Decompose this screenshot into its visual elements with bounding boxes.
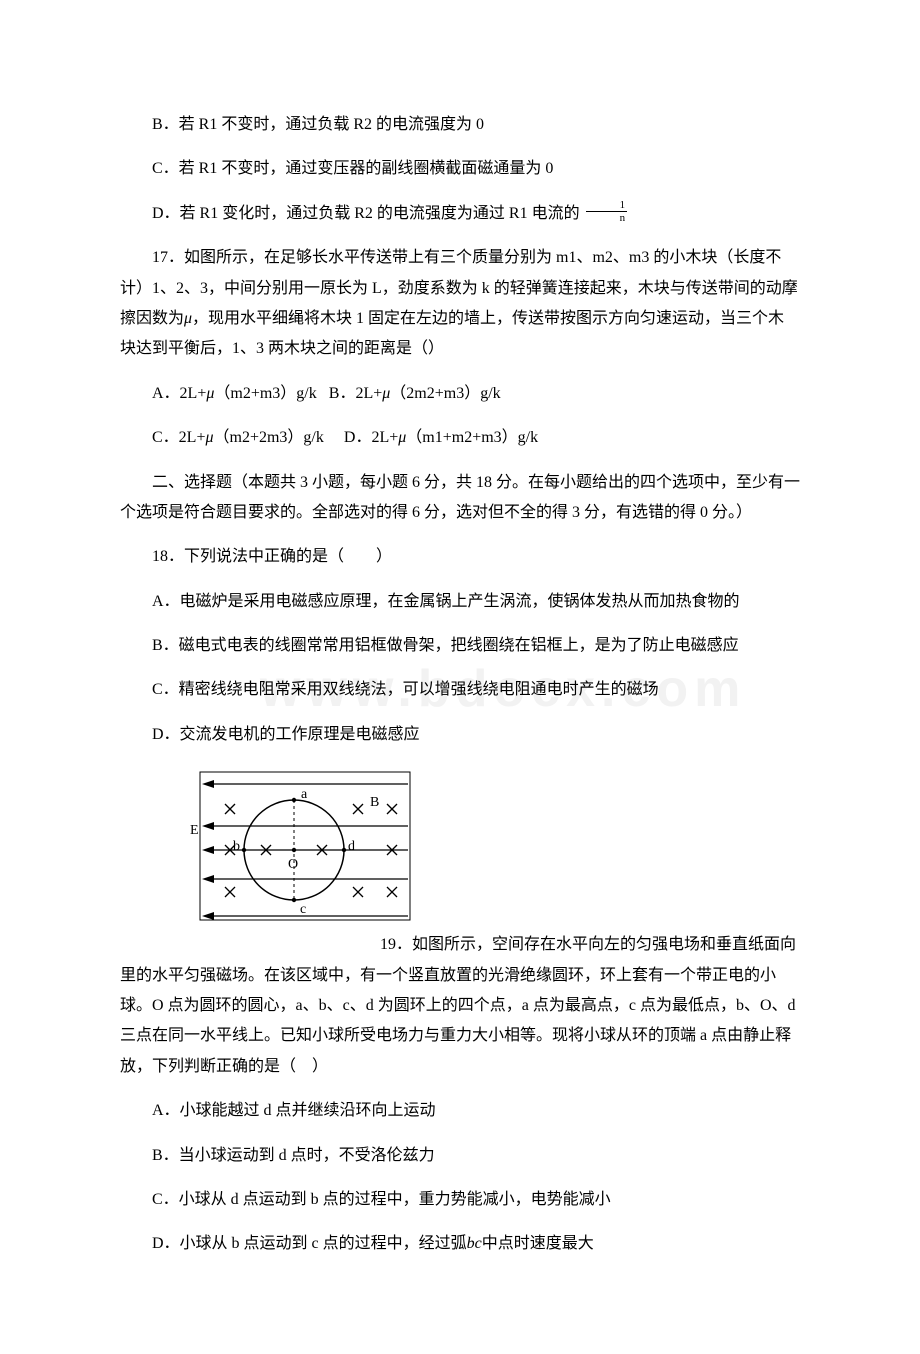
q18-option-c: C．精密线绕电阻常采用双线绕法，可以增强线绕电阻通电时产生的磁场	[120, 675, 800, 705]
section2-header: 二、选择题（本题共 3 小题，每小题 6 分，共 18 分。在每小题给出的四个选…	[120, 468, 800, 529]
q17-opt-b-post: （2m2+m3）g/k	[390, 385, 500, 402]
q17-opt-d-pre: D．2L+	[344, 429, 398, 446]
q17-opt-c-pre: C．2L+	[152, 429, 205, 446]
q17-opt-c-post: （m2+2m3）g/k	[214, 429, 324, 446]
q17-opt-d-post: （m1+m2+m3）g/k	[406, 429, 538, 446]
q18-option-a: A．电磁炉是采用电磁感应原理，在金属锅上产生涡流，使锅体发热从而加热食物的	[120, 587, 800, 617]
q19-option-d: D．小球从 b 点运动到 c 点的过程中，经过弧bc中点时速度最大	[120, 1229, 800, 1259]
q19-d-post: 中点时速度最大	[482, 1235, 594, 1252]
q17-opt-a-post: （m2+m3）g/k	[214, 385, 316, 402]
svg-text:a: a	[301, 787, 308, 802]
q17-opt-a-pre: A．2L+	[152, 385, 206, 402]
q18-option-d: D．交流发电机的工作原理是电磁感应	[120, 720, 800, 750]
q17-intro-part2: ，现用水平细绳将木块 1 固定在左边的墙上，传送带按图示方向匀速运动，当三个木块…	[120, 310, 784, 357]
svg-text:O: O	[288, 857, 298, 872]
fraction-1-over-n: 1n	[586, 199, 628, 224]
arc-bc: bc	[467, 1235, 482, 1252]
q19-diagram: E Ba b c d O	[160, 764, 800, 924]
svg-text:c: c	[300, 902, 306, 917]
svg-text:E: E	[190, 823, 199, 838]
q17-options-ab: A．2L+μ（m2+m3）g/k B．2L+μ（2m2+m3）g/k	[120, 379, 800, 409]
q19-option-c: C．小球从 d 点运动到 b 点的过程中，重力势能减小，电势能减小	[120, 1185, 800, 1215]
svg-text:d: d	[348, 839, 355, 854]
q18-intro: 18．下列说法中正确的是（ ）	[120, 542, 800, 572]
q19-option-a: A．小球能越过 d 点并继续沿环向上运动	[120, 1096, 800, 1126]
q17-options-cd: C．2L+μ（m2+2m3）g/k D．2L+μ（m1+m2+m3）g/k	[120, 423, 800, 453]
q16-option-c: C．若 R1 不变时，通过变压器的副线圈横截面磁通量为 0	[120, 154, 800, 184]
mu-icon: μ	[205, 429, 213, 446]
q19-intro: 19．如图所示，空间存在水平向左的匀强电场和垂直纸面向里的水平匀强磁场。在该区域…	[120, 930, 800, 1082]
svg-text:B: B	[370, 795, 379, 810]
q16-option-b: B．若 R1 不变时，通过负载 R2 的电流强度为 0	[120, 110, 800, 140]
q18-option-b: B．磁电式电表的线圈常常用铝框做骨架，把线圈绕在铝框上，是为了防止电磁感应	[120, 631, 800, 661]
q19-d-pre: D．小球从 b 点运动到 c 点的过程中，经过弧	[152, 1235, 467, 1252]
q19-option-b: B．当小球运动到 d 点时，不受洛伦兹力	[120, 1141, 800, 1171]
q16-option-d: D．若 R1 变化时，通过负载 R2 的电流强度为通过 R1 电流的 1n	[120, 199, 800, 229]
mu-symbol: μ	[184, 310, 192, 327]
q17-intro: 17．如图所示，在足够长水平传送带上有三个质量分别为 m1、m2、m3 的小木块…	[120, 243, 800, 365]
q17-opt-b-pre: B．2L+	[329, 385, 382, 402]
q16-option-d-prefix: D．若 R1 变化时，通过负载 R2 的电流强度为通过 R1 电流的	[152, 205, 584, 222]
svg-text:b: b	[233, 839, 240, 854]
q19-intro-text: 19．如图所示，空间存在水平向左的匀强电场和垂直纸面向里的水平匀强磁场。在该区域…	[120, 936, 796, 1075]
